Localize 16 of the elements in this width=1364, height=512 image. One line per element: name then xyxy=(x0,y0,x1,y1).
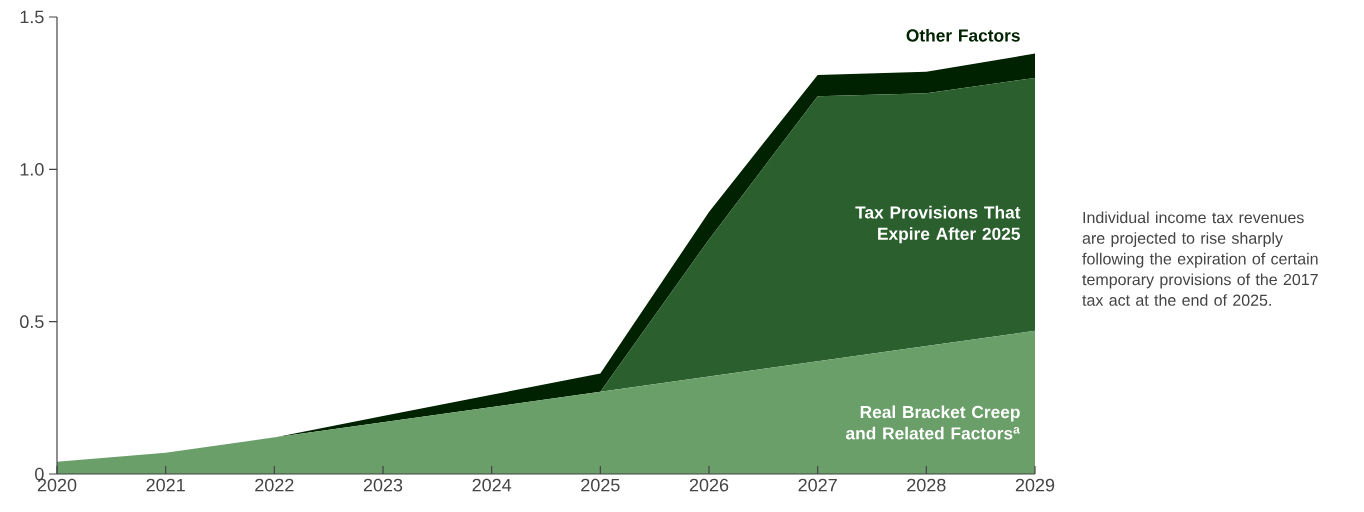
x-tick-label: 2027 xyxy=(798,478,837,492)
text: Individual income tax revenues are projected to rise sharply following the expiration of certain temporary provisions of the 2017 tax act at the end of 2025. xyxy=(1082,211,1318,306)
x-tick-label: 2023 xyxy=(363,478,403,492)
x-tick-label: 2024 xyxy=(472,478,512,492)
x-tick-label: 2022 xyxy=(255,478,294,492)
y-tick-label: 1.0 xyxy=(20,162,44,176)
series-label: Real Bracket Creep and Related Factors$^{a}$ xyxy=(845,405,1020,440)
x-tick-label: 2025 xyxy=(581,478,620,492)
series-label: Other Factors xyxy=(906,28,1020,42)
x-tick-label: 2028 xyxy=(907,478,946,492)
x-tick-label: 2029 xyxy=(1015,478,1055,492)
x-tick-label: 2026 xyxy=(689,478,729,492)
x-tick-label: 2021 xyxy=(146,478,185,492)
y-tick-label: 0.5 xyxy=(20,315,44,329)
y-tick-label: 1.5 xyxy=(20,10,44,24)
series-label: Tax Provisions That Expire After 2025 xyxy=(855,205,1021,244)
